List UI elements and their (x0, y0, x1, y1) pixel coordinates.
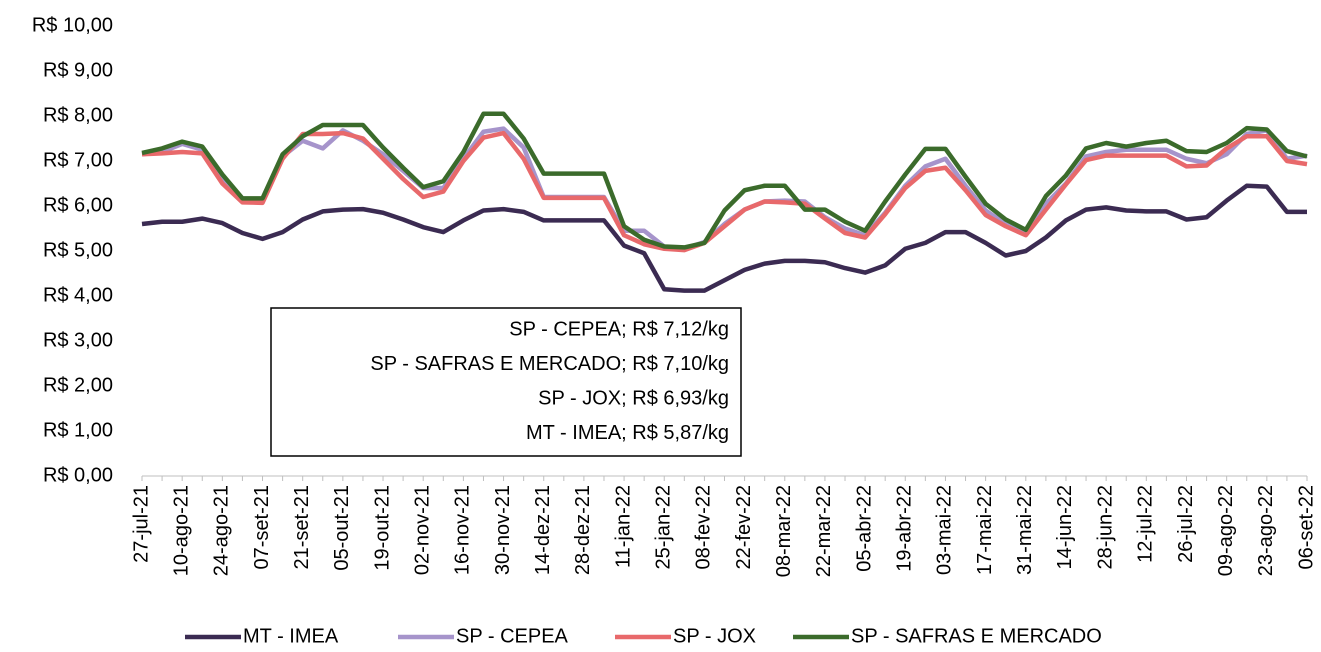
x-tick-label: 26-jul-22 (1175, 485, 1197, 563)
line (141, 111, 1308, 250)
y-tick-label: R$ 4,00 (43, 284, 113, 306)
x-tick-label: 08-fev-22 (693, 485, 715, 570)
legend-label: SP - SAFRAS E MERCADO (851, 625, 1102, 647)
x-tick-label: 31-mai-22 (1014, 485, 1036, 575)
y-tick-label: R$ 10,00 (32, 14, 113, 36)
annotation: MT - IMEA; R$ 5,87/kg (526, 422, 729, 444)
x-tick-label: 14-dez-21 (532, 485, 554, 575)
x-tick-label: 14-jun-22 (1054, 485, 1076, 570)
x-tick-label: 25-jan-22 (653, 485, 675, 570)
x-tick-label: 28-jun-22 (1094, 485, 1116, 570)
x-tick-label: 30-nov-21 (492, 485, 514, 575)
x-tick-label: 22-fev-22 (733, 485, 755, 570)
annotation: SP - JOX; R$ 6,93/kg (538, 387, 729, 409)
x-tick-label: 23-ago-22 (1255, 485, 1277, 576)
line (141, 130, 1308, 253)
y-tick-label: R$ 9,00 (43, 59, 113, 81)
annotation-box (270, 307, 742, 457)
legend-label: MT - IMEA (243, 625, 339, 647)
x-tick-label: 27-jul-21 (130, 485, 152, 563)
x-tick-label: 08-mar-22 (773, 485, 795, 577)
y-tick-label: R$ 3,00 (43, 329, 113, 351)
x-tick-label: 24-ago-21 (211, 485, 233, 576)
y-tick-label: R$ 7,00 (43, 149, 113, 171)
x-tick-label: 10-ago-21 (170, 485, 192, 576)
x-tick-label: 19-abr-22 (894, 485, 916, 572)
annotation: SP - SAFRAS E MERCADO; R$ 7,10/kg (370, 353, 729, 375)
x-tick-label: 17-mai-22 (974, 485, 996, 575)
x-tick-label: 19-out-21 (371, 485, 393, 571)
x-tick-label: 09-ago-22 (1215, 485, 1237, 576)
x-tick-label: 28-dez-21 (572, 485, 594, 575)
x-tick-label: 16-nov-21 (452, 485, 474, 575)
x-tick-label: 21-set-21 (291, 485, 313, 570)
x-tick-label: 06-set-22 (1295, 485, 1317, 570)
y-tick-label: R$ 1,00 (43, 419, 113, 441)
x-tick-label: 02-nov-21 (411, 485, 433, 575)
x-tick-label: 22-mar-22 (813, 485, 835, 577)
annotation: SP - CEPEA; R$ 7,12/kg (509, 318, 729, 340)
line (141, 183, 1307, 293)
x-tick-label: 03-mai-22 (934, 485, 956, 575)
y-tick-label: R$ 0,00 (43, 464, 113, 486)
legend-label: SP - JOX (673, 625, 756, 647)
x-tick-label: 05-abr-22 (853, 485, 875, 572)
x-tick-label: 11-jan-22 (612, 485, 634, 568)
y-tick-label: R$ 8,00 (43, 104, 113, 126)
x-tick-label: 12-jul-22 (1135, 485, 1157, 563)
x-tick-label: 07-set-21 (251, 485, 273, 570)
y-tick-label: R$ 6,00 (43, 194, 113, 216)
legend-label: SP - CEPEA (456, 625, 569, 647)
y-tick-label: R$ 5,00 (43, 239, 113, 261)
x-tick-label: 05-out-21 (331, 485, 353, 571)
y-tick-label: R$ 2,00 (43, 374, 113, 396)
